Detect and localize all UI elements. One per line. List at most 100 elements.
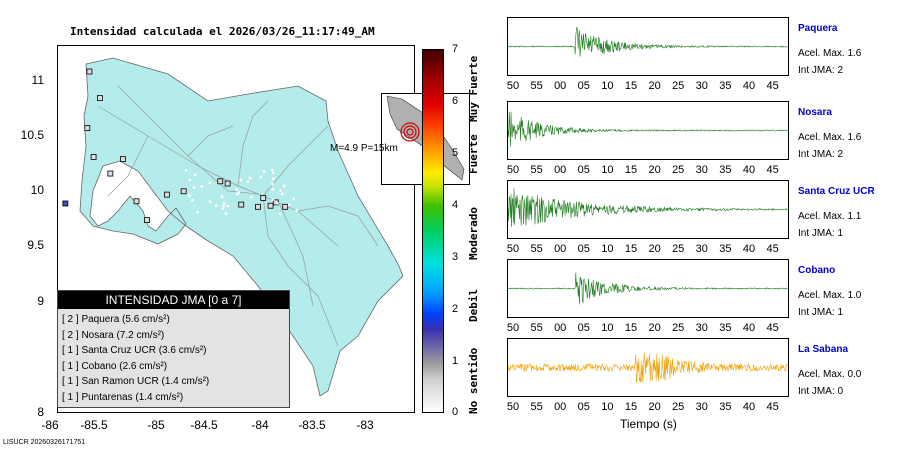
waveform-trace — [508, 27, 788, 57]
seismogram-panel — [507, 338, 789, 397]
legend-row: [ 2 ] Paquera (5.6 cm/s²) — [62, 314, 170, 325]
epicenter-marker — [400, 122, 420, 142]
town-dot — [191, 198, 194, 202]
town-dot — [279, 189, 282, 193]
time-tick-label: 45 — [766, 80, 779, 92]
town-dot — [222, 202, 226, 205]
time-tick-label: 10 — [601, 80, 614, 92]
time-tick-label: 30 — [695, 401, 708, 413]
town-dot — [248, 176, 252, 180]
town-dot — [226, 204, 230, 208]
colorbar-label-moderado: Moderado — [467, 207, 480, 260]
time-tick-label: 30 — [695, 80, 708, 92]
y-tick-9: 9 — [37, 294, 44, 308]
station-marker — [96, 95, 103, 102]
town-dot — [271, 187, 275, 191]
station-intensity: Int JMA: 2 — [798, 65, 844, 76]
y-tick-11: 11 — [31, 73, 44, 87]
time-tick-label: 55 — [530, 80, 543, 92]
time-tick-label: 20 — [648, 322, 661, 334]
colorbar-tick-0: 0 — [452, 406, 459, 418]
time-tick-label: 20 — [648, 243, 661, 255]
town-dot — [239, 178, 243, 182]
station-name: Cobano — [798, 265, 836, 276]
map-title: Intensidad calculada el 2026/03/26_11:17… — [70, 25, 375, 38]
town-dot — [208, 181, 212, 185]
station-markers — [62, 68, 299, 224]
colorbar-label-fuerte: Fuerte — [467, 134, 480, 174]
town-dot — [224, 211, 228, 215]
town-dot — [271, 171, 275, 175]
colorbar-tick-5: 5 — [452, 147, 459, 159]
town-dot — [271, 177, 275, 181]
time-tick-label: 35 — [719, 164, 732, 176]
station-name: La Sabana — [798, 344, 849, 355]
town-dot — [262, 169, 266, 173]
time-tick-label: 15 — [624, 401, 638, 413]
time-tick-label: 40 — [742, 164, 756, 176]
time-tick-label: 35 — [719, 243, 732, 255]
time-tick-label: 05 — [577, 80, 590, 92]
time-tick-label: 55 — [530, 322, 543, 334]
legend-row: [ 1 ] San Ramon UCR (1.4 cm/s²) — [62, 376, 210, 387]
town-dot — [208, 200, 212, 204]
town-dot — [220, 195, 224, 199]
station-marker — [133, 198, 140, 205]
town-dot — [271, 198, 275, 201]
magnitude-depth-caption: M=4.9 P=15km — [330, 143, 398, 154]
time-tick-label: 50 — [506, 322, 520, 334]
station-marker — [180, 188, 187, 195]
legend-title: INTENSIDAD JMA [0 a 7] — [58, 291, 289, 309]
station-intensity: Int JMA: 1 — [798, 228, 844, 239]
station-peak-accel: Acel. Max. 0.0 — [798, 369, 862, 380]
source-label: LISUCR 20260326171751 — [3, 439, 86, 446]
time-tick-label: 25 — [672, 322, 685, 334]
town-dot — [214, 204, 218, 208]
station-marker — [84, 125, 91, 131]
colorbar-label-no-sentido: No sentido — [467, 347, 480, 414]
time-tick-label: 45 — [766, 243, 779, 255]
time-tick-label: 15 — [624, 243, 638, 255]
station-marker — [255, 203, 261, 210]
town-dot — [287, 203, 291, 207]
station-intensity: Int JMA: 0 — [798, 386, 844, 397]
time-tick-label: 35 — [719, 322, 732, 334]
waveform-trace — [508, 111, 788, 147]
town-dot — [276, 202, 279, 205]
station-marker — [90, 154, 97, 160]
time-tick-label: 55 — [530, 243, 543, 255]
time-tick-label: 20 — [648, 164, 661, 176]
time-tick-label: 40 — [742, 401, 756, 413]
station-marker — [267, 202, 274, 209]
station-name: Nosara — [798, 107, 832, 118]
town-dot — [184, 169, 188, 172]
seismogram-panel — [507, 259, 789, 318]
colorbar-tick-2: 2 — [452, 303, 459, 315]
time-tick-label: 30 — [695, 243, 708, 255]
town-dot — [295, 209, 299, 213]
y-tick-10: 10 — [30, 183, 44, 197]
colorbar-tick-3: 3 — [452, 251, 459, 263]
time-tick-label: 05 — [577, 322, 590, 334]
legend-row: [ 1 ] Puntarenas (1.4 cm/s²) — [62, 391, 184, 403]
colorbar-label-debil: Debil — [467, 288, 480, 322]
time-tick-label: 10 — [601, 401, 614, 413]
station-peak-accel: Acel. Max. 1.6 — [798, 132, 862, 143]
station-marker — [238, 201, 245, 208]
station-marker — [282, 203, 289, 210]
time-tick-label: 10 — [601, 164, 614, 176]
town-dot — [278, 212, 282, 216]
station-marker — [260, 195, 267, 201]
time-tick-label: 10 — [601, 322, 614, 334]
time-tick-label: 55 — [530, 164, 543, 176]
time-tick-label: 50 — [506, 164, 520, 176]
time-tick-label: 45 — [766, 164, 779, 176]
colorbar-tick-1: 1 — [452, 355, 459, 367]
station-name: Santa Cruz UCR — [798, 186, 875, 197]
costa-rica-land — [79, 57, 404, 397]
town-dot — [237, 191, 241, 194]
legend-row: [ 2 ] Nosara (7.2 cm/s²) — [62, 329, 165, 341]
time-tick-label: 35 — [719, 401, 732, 413]
town-dot — [270, 168, 274, 172]
time-tick-label: 50 — [506, 401, 520, 413]
